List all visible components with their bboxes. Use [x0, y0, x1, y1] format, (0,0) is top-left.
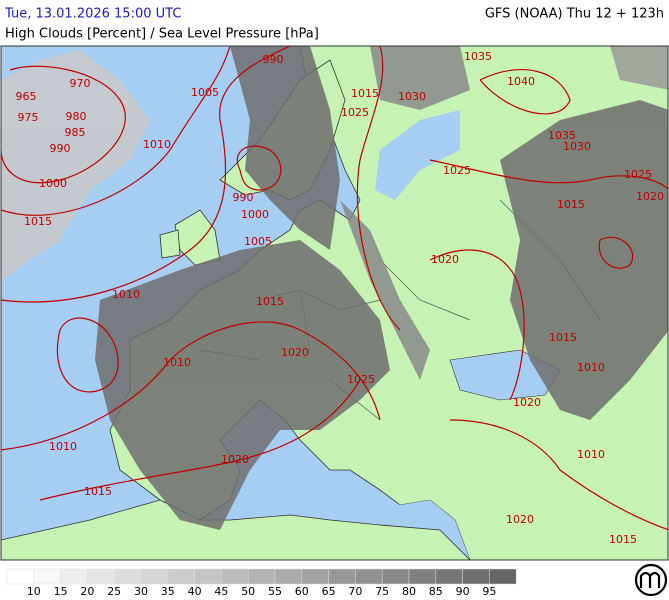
isobar-label: 1010: [112, 288, 140, 301]
isobar-label: 1000: [39, 177, 67, 190]
isobar-label: 1020: [431, 253, 459, 266]
valid-time: Tue, 13.01.2026 15:00 UTC: [4, 7, 181, 22]
isobar-label: 990: [233, 191, 254, 204]
legend-label: 10: [27, 585, 41, 598]
isobar-label: 990: [263, 53, 284, 66]
isobar-label: 975: [18, 111, 39, 124]
isobar-label: 980: [66, 110, 87, 123]
isobar-label: 1030: [563, 140, 591, 153]
isobar-label: 1020: [221, 453, 249, 466]
legend-swatch: [355, 568, 383, 585]
isobar-label: 965: [16, 90, 37, 103]
baltic: [375, 110, 460, 200]
legend-swatch: [462, 568, 490, 585]
legend-label: 65: [322, 585, 336, 598]
legend-label: 45: [214, 585, 228, 598]
model-run: GFS (NOAA) Thu 12 + 123h: [485, 7, 664, 22]
legend-label: 30: [134, 585, 148, 598]
legend-label: 80: [402, 585, 416, 598]
isobar-label: 1035: [464, 50, 492, 63]
isobar-label: 1030: [398, 90, 426, 103]
isobar-label: 1000: [241, 208, 269, 221]
isobar-label: 970: [70, 77, 91, 90]
legend-swatch: [167, 568, 195, 585]
isobar-label: 1025: [347, 373, 375, 386]
legend-label: 40: [188, 585, 202, 598]
legend-label: 15: [54, 585, 68, 598]
legend-swatch: [328, 568, 356, 585]
isobar-label: 1015: [256, 295, 284, 308]
isobar-label: 1020: [506, 513, 534, 526]
legend-label: 75: [375, 585, 389, 598]
legend-swatch: [6, 568, 35, 585]
legend-swatch: [33, 568, 61, 585]
isobar-label: 1005: [191, 86, 219, 99]
isobar-label: 1015: [24, 215, 52, 228]
isobar-label: 1020: [281, 346, 309, 359]
isobar-label: 1035: [548, 129, 576, 142]
legend-swatch: [274, 568, 303, 585]
isobar-label: 1025: [443, 164, 471, 177]
isobar-label: 985: [65, 126, 86, 139]
legend-label: 60: [295, 585, 309, 598]
legend-label: 35: [161, 585, 175, 598]
legend-swatch: [408, 568, 437, 585]
legend-swatch: [113, 568, 142, 585]
legend-label: 95: [482, 585, 496, 598]
legend-swatch: [60, 568, 88, 585]
legend-swatch: [221, 568, 249, 585]
legend-label: 85: [429, 585, 443, 598]
isobar-label: 990: [50, 142, 71, 155]
isobars: [1, 46, 668, 531]
clouds: [1, 46, 668, 530]
isobar-label: 1015: [549, 331, 577, 344]
isobar-label: 1010: [143, 138, 171, 151]
legend-swatch: [194, 568, 222, 585]
legend-swatch: [381, 568, 410, 585]
legend-swatch: [489, 568, 517, 585]
legend-label: 25: [107, 585, 121, 598]
land-africa: [1, 499, 471, 560]
isobar-label: 1010: [577, 361, 605, 374]
isobar-label: 1025: [624, 168, 652, 181]
isobar-label: 1020: [513, 396, 541, 409]
isobar-label: 1040: [507, 75, 535, 88]
isobar-label: 1015: [609, 533, 637, 546]
map: 970 965 975 980 985 990 1000 1005 1010 1015 990 990…: [0, 45, 669, 561]
legend-swatch: [435, 568, 463, 585]
map-frame: [0, 45, 669, 561]
isobar-label: 1005: [244, 235, 272, 248]
legend-swatch: [87, 568, 115, 585]
isobar-label: 1010: [577, 448, 605, 461]
isobar-label: 1015: [84, 485, 112, 498]
legend-label: 50: [241, 585, 255, 598]
legend-swatch: [140, 568, 169, 585]
land-ireland: [159, 229, 181, 259]
isobar-label: 1020: [636, 190, 664, 203]
legend-label: 20: [80, 585, 94, 598]
isobar-label: 1015: [557, 198, 585, 211]
logo: [634, 563, 668, 597]
legend-label: 90: [456, 585, 470, 598]
isobar-label: 1010: [49, 440, 77, 453]
legend-swatch: [301, 568, 329, 585]
subtitle: High Clouds [Percent] / Sea Level Pressu…: [5, 27, 319, 42]
isobar-label: 1010: [163, 356, 191, 369]
legend: 10 15 20 25 30 35 40 45 50 55 60 65 70 75 80 85 90 95: [6, 568, 517, 598]
isobar-label: 1015: [351, 87, 379, 100]
legend-label: 70: [348, 585, 362, 598]
legend-swatch: [247, 568, 276, 585]
isobar-label: 1025: [341, 106, 369, 119]
legend-label: 55: [268, 585, 282, 598]
